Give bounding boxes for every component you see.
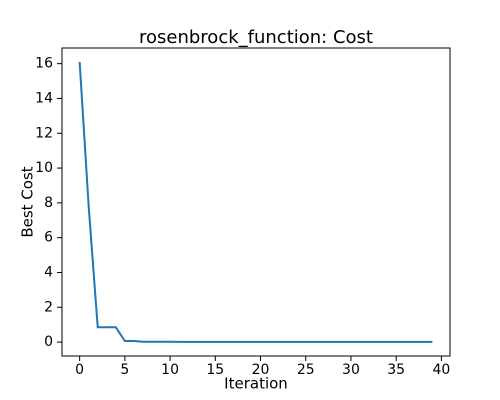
plot-frame	[61, 47, 451, 357]
y-tick-label: 12	[35, 125, 53, 141]
y-tick-label: 14	[35, 90, 53, 106]
x-tick-label: 0	[75, 362, 84, 378]
x-tick-label: 10	[161, 362, 179, 378]
x-tick-label: 40	[432, 362, 450, 378]
y-tick-label: 2	[44, 299, 53, 315]
x-tick-label: 20	[252, 362, 270, 378]
y-tick-label: 4	[44, 264, 53, 280]
x-tick-label: 30	[342, 362, 360, 378]
x-tick-label: 35	[387, 362, 405, 378]
y-tick-label: 8	[44, 195, 53, 211]
y-axis-label: Best Cost	[19, 166, 37, 237]
y-tick-label: 0	[44, 334, 53, 350]
x-tick-label: 15	[206, 362, 224, 378]
y-tick-label: 16	[35, 56, 53, 72]
line	[78, 61, 433, 343]
chart-title: rosenbrock_function: Cost	[139, 27, 373, 48]
y-tick-label: 10	[35, 160, 53, 176]
y-tick-label: 6	[44, 230, 53, 246]
x-tick-label: 5	[120, 362, 129, 378]
x-tick-label: 25	[297, 362, 315, 378]
x-axis-label: Iteration	[224, 375, 288, 393]
